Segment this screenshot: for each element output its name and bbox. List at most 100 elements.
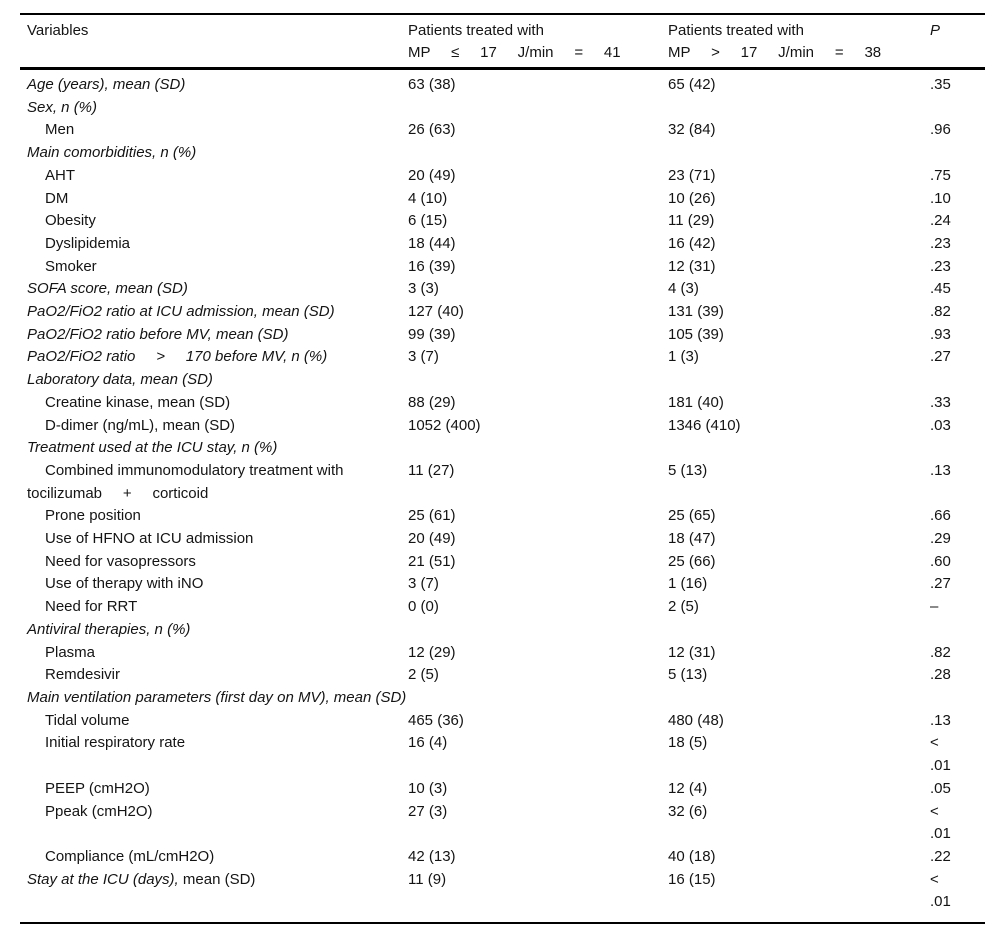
p-value-cell: .66 xyxy=(930,507,951,525)
group2-value-cell: 65 (42) xyxy=(668,76,716,93)
variable-cell: Need for vasopressors xyxy=(45,552,196,570)
header-p-label: P xyxy=(930,22,941,39)
p-value-cell: .82 xyxy=(930,303,951,321)
table-row: Antiviral therapies, n (%) xyxy=(20,619,985,642)
group2-value-cell: 2 (5) xyxy=(668,598,699,616)
group2-value-cell: 4 (3) xyxy=(668,280,699,298)
p-value-cell: .27 xyxy=(930,575,951,593)
group1-value-cell: 16 (4) xyxy=(408,734,448,752)
p-value-cell: .60 xyxy=(930,552,951,570)
p-value-cell: .13 xyxy=(930,461,951,479)
group2-value-cell: 1 (3) xyxy=(668,348,699,366)
group2-value-cell: 12 (31) xyxy=(668,257,716,275)
variable-cell: Laboratory data, mean (SD) xyxy=(27,371,213,389)
group2-value-cell: 1 (16) xyxy=(668,575,708,593)
table-row: Laboratory data, mean (SD) xyxy=(20,369,985,392)
group2-value-cell: 16 (15) xyxy=(668,870,716,888)
variable-cell: Smoker xyxy=(45,257,97,275)
variable-cell: Need for RRT xyxy=(45,598,138,616)
variable-cell: Obesity xyxy=(45,212,96,230)
variable-cell: Ppeak (cmH2O) xyxy=(45,802,153,820)
group2-value-cell: 18 (5) xyxy=(668,734,708,752)
p-value-cell: .93 xyxy=(930,325,951,343)
table-row: Obesity 6 (15) 11 (29) .24 xyxy=(20,210,985,233)
variable-cell: Sex, n (%) xyxy=(27,98,98,116)
variable-cell: PaO2/FiO2 ratio > 170 before MV, n (%) xyxy=(27,348,328,366)
group1-value-cell: 465 (36) xyxy=(408,711,464,729)
group2-value-cell: 181 (40) xyxy=(668,393,724,411)
group1-value-cell: 27 (3) xyxy=(408,802,448,820)
group1-value-cell: 12 (29) xyxy=(408,643,456,661)
header-variables-label: Variables xyxy=(27,22,89,39)
p-value-cell: .03 xyxy=(930,416,951,434)
p-value-cell: .29 xyxy=(930,530,951,548)
group1-value-cell xyxy=(408,437,668,460)
table-row: PaO2/FiO2 ratio > 170 before MV, n (%) 3 … xyxy=(20,346,985,369)
variable-cell: Combined immunomodulatory treatment with… xyxy=(27,461,344,502)
table-row: Main comorbidities, n (%) xyxy=(20,142,985,165)
p-value-cell: < .01 xyxy=(930,802,951,843)
variable-cell: AHT xyxy=(45,166,75,184)
table-row: D-dimer (ng/mL), mean (SD) 1052 (400) 1346… xyxy=(20,415,985,438)
group2-value-cell: 32 (84) xyxy=(668,121,716,139)
header-group1-line2: MP ≤ 17 J/min = 41 xyxy=(408,44,621,61)
table-row: AHT 20 (49) 23 (71) .75 xyxy=(20,165,985,188)
table-row: PaO2/FiO2 ratio at ICU admission, mean (… xyxy=(20,301,985,324)
variable-cell: Remdesivir xyxy=(45,666,121,684)
variable-cell: Creatine kinase, mean (SD) xyxy=(45,393,231,411)
table-row: Creatine kinase, mean (SD) 88 (29) 181 (40… xyxy=(20,392,985,415)
variable-cell: Use of HFNO at ICU admission xyxy=(45,530,254,548)
table-row: SOFA score, mean (SD) 3 (3) 4 (3) .45 xyxy=(20,278,985,301)
group1-value-cell: 4 (10) xyxy=(408,189,448,207)
group1-value-cell xyxy=(408,142,668,165)
group1-value-cell: 18 (44) xyxy=(408,234,456,252)
group1-value-cell: 2 (5) xyxy=(408,666,439,684)
group1-value-cell: 25 (61) xyxy=(408,507,456,525)
p-value-cell: .10 xyxy=(930,189,951,207)
group1-value-cell: 88 (29) xyxy=(408,393,456,411)
variable-cell: Use of therapy with iNO xyxy=(45,575,204,593)
group1-value-cell: 16 (39) xyxy=(408,257,456,275)
group1-value-cell: 3 (7) xyxy=(408,348,439,366)
p-value-cell: .23 xyxy=(930,234,951,252)
variable-cell: PEEP (cmH2O) xyxy=(45,779,150,797)
table-body: Age (years), mean (SD) 63 (38) 65 (42) .35 S… xyxy=(20,69,985,924)
variable-cell: PaO2/FiO2 ratio before MV, mean (SD) xyxy=(27,325,289,343)
table-row: PaO2/FiO2 ratio before MV, mean (SD) 99 (… xyxy=(20,324,985,347)
group2-value-cell: 25 (66) xyxy=(668,552,716,570)
table-row: PEEP (cmH2O) 10 (3) 12 (4) .05 xyxy=(20,778,985,801)
p-value-cell xyxy=(930,619,985,642)
table-row: Sex, n (%) xyxy=(20,97,985,120)
header-group2-line1: Patients treated with xyxy=(668,22,804,39)
group2-value-cell: 32 (6) xyxy=(668,802,708,820)
variable-cell: Initial respiratory rate xyxy=(45,734,186,752)
header-variables: Variables xyxy=(20,13,408,70)
group2-value-cell: 11 (29) xyxy=(668,212,715,230)
header-p-value: P xyxy=(930,13,985,70)
variable-cell: Dyslipidemia xyxy=(45,234,131,252)
group2-value-cell: 18 (47) xyxy=(668,530,716,548)
p-value-cell: .24 xyxy=(930,212,951,230)
group2-value-cell: 5 (13) xyxy=(668,461,708,479)
variable-label-rest: mean (SD) xyxy=(178,870,256,888)
group2-value-cell xyxy=(668,142,930,165)
table-row: Dyslipidemia 18 (44) 16 (42) .23 xyxy=(20,233,985,256)
table-row: Ppeak (cmH2O) 27 (3) 32 (6) < .01 xyxy=(20,801,985,846)
group2-value-cell xyxy=(668,369,930,392)
group2-value-cell: 23 (71) xyxy=(668,166,716,184)
p-value-cell xyxy=(930,142,985,165)
group1-value-cell: 6 (15) xyxy=(408,212,448,230)
variable-cell: Main comorbidities, n (%) xyxy=(27,144,197,162)
table-row: Need for vasopressors 21 (51) 25 (66) .60 xyxy=(20,551,985,574)
group1-value-cell xyxy=(408,369,668,392)
group1-value-cell xyxy=(408,687,668,710)
group2-value-cell xyxy=(668,437,930,460)
table-row: Smoker 16 (39) 12 (31) .23 xyxy=(20,256,985,279)
table-row: Plasma 12 (29) 12 (31) .82 xyxy=(20,642,985,665)
table-row: Treatment used at the ICU stay, n (%) xyxy=(20,437,985,460)
p-value-cell: .27 xyxy=(930,348,951,366)
table-header: Variables Patients treated with MP ≤ 17 J… xyxy=(20,13,985,70)
clinical-table: Variables Patients treated with MP ≤ 17 J… xyxy=(20,13,985,925)
group1-value-cell: 11 (27) xyxy=(408,461,455,479)
table-row: Need for RRT 0 (0) 2 (5) – xyxy=(20,596,985,619)
